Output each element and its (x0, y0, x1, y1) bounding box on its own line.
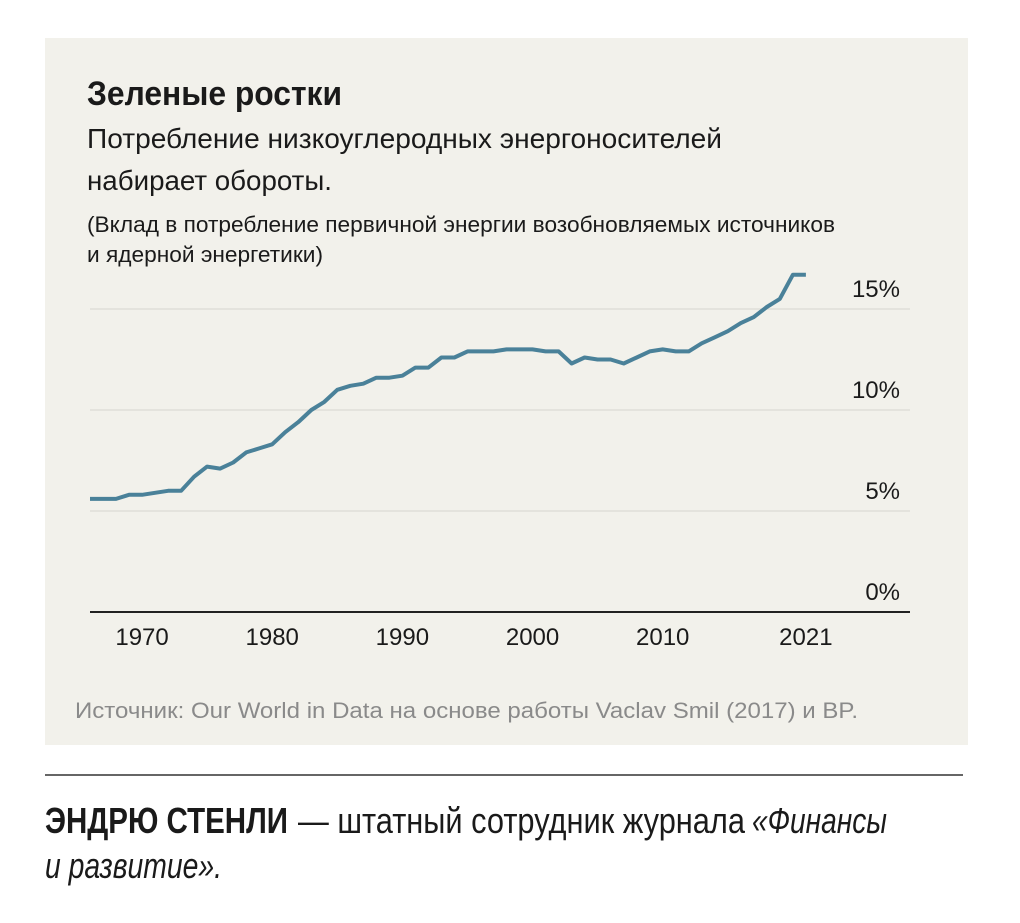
chart-note: и ядерной энергетики) (87, 242, 323, 267)
x-tick-label: 2010 (636, 624, 689, 651)
data-line (90, 272, 806, 501)
x-tick-label: 1970 (115, 624, 168, 651)
x-tick-label: 1990 (376, 624, 429, 651)
journal: «Финансы (752, 800, 887, 841)
x-tick-label: 1980 (246, 624, 299, 651)
author-role: — штатный сотрудник журнала (298, 800, 746, 841)
chart-note: (Вклад в потребление первичной энергии в… (87, 212, 835, 237)
journal: и развитие». (45, 845, 222, 886)
author: ЭНДРЮ СТЕНЛИ (45, 800, 288, 841)
y-tick-label: 5% (865, 478, 900, 505)
x-tick-label: 2021 (779, 624, 832, 651)
y-tick-label: 0% (865, 579, 900, 606)
x-tick-label: 2000 (506, 624, 559, 651)
y-tick-label: 10% (852, 377, 900, 404)
y-tick-label: 15% (852, 276, 900, 303)
source: Источник: Our World in Data на основе ра… (75, 698, 858, 723)
chart-subtitle: Потребление низкоуглеродных энергоносите… (87, 123, 722, 154)
chart-panel (45, 38, 968, 745)
chart-subtitle: набирает обороты. (87, 165, 332, 196)
chart-title: Зеленые ростки (87, 75, 342, 113)
